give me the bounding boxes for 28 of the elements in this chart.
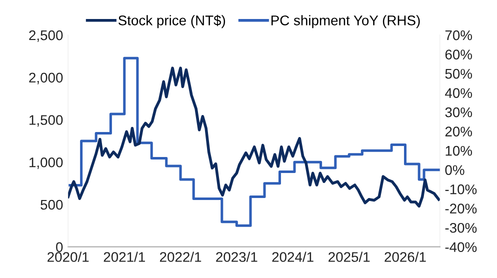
x-tick-label: 2020/1 (48, 252, 89, 262)
y-tick-label: 1,500 (30, 115, 63, 127)
y-tick-label: 2,000 (29, 72, 63, 84)
y2-tick-label: 70% (445, 30, 472, 40)
x-tick-label: 2025/1 (328, 252, 370, 262)
x-tick-label: 2021/1 (104, 252, 145, 262)
y-tick-label: 1,000 (30, 157, 63, 169)
legend-label: PC shipment YoY (RHS) (271, 15, 420, 28)
x-tick-label: 2024/1 (272, 252, 314, 262)
y2-tick-label: -20% (445, 204, 477, 214)
y2-tick-label: 40% (445, 88, 472, 98)
y2-tick-label: -30% (445, 222, 477, 233)
y2-tick-label: 60% (445, 50, 472, 60)
y-tick-label: 2,500 (29, 30, 63, 42)
y2-tick-label: 20% (445, 126, 472, 136)
y2-tick-label: 30% (445, 107, 472, 118)
y2-tick-label: 10% (446, 146, 472, 156)
y2-tick-label: -40% (445, 242, 477, 252)
y2-tick-label: 50% (445, 68, 472, 79)
x-tick-label: 2026/1 (384, 252, 426, 262)
legend-label: Stock price (NT$) (118, 14, 226, 28)
x-tick-label: 2022/1 (160, 252, 202, 262)
y-tick-label: 0 (56, 242, 63, 252)
y2-tick-label: 0% (445, 165, 464, 175)
y2-tick-label: -10% (445, 184, 477, 194)
x-tick-label: 2023/1 (216, 252, 258, 262)
line-series (68, 66, 440, 208)
y-tick-label: 500 (40, 200, 63, 210)
